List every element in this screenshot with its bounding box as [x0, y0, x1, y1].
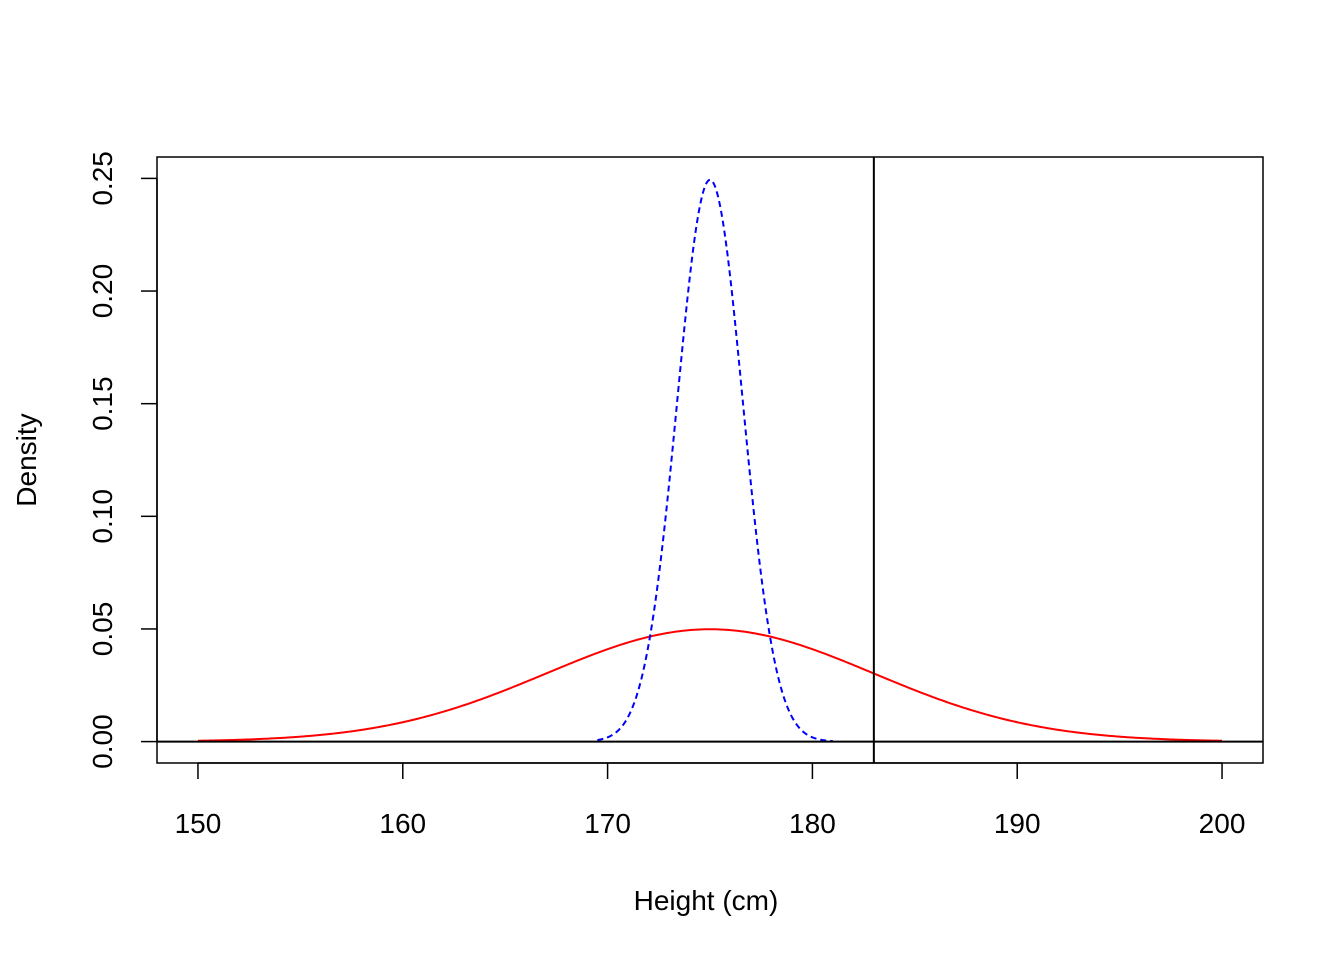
- y-tick-label: 0.05: [87, 602, 118, 657]
- y-tick-label: 0.20: [87, 264, 118, 319]
- y-axis-label: Density: [11, 413, 42, 506]
- y-axis: 0.00 0.05 0.10 0.15 0.20 0.25: [87, 151, 158, 769]
- x-tick-label: 160: [379, 808, 426, 839]
- x-axis: 150 160 170 180 190 200: [175, 762, 1246, 839]
- x-tick-label: 170: [584, 808, 631, 839]
- x-axis-label: Height (cm): [634, 885, 779, 916]
- reference-lines: [157, 157, 1263, 763]
- x-tick-label: 180: [789, 808, 836, 839]
- plot-frame: [156, 156, 1264, 764]
- series-layer: [197, 178, 1223, 743]
- x-tick-label: 190: [994, 808, 1041, 839]
- x-tick-label: 150: [175, 808, 222, 839]
- series-line-2: [597, 178, 833, 743]
- y-tick-label: 0.15: [87, 376, 118, 431]
- y-tick-label: 0.25: [87, 151, 118, 206]
- x-tick-label: 200: [1199, 808, 1246, 839]
- y-tick-label: 0.10: [87, 489, 118, 544]
- series-line-1: [197, 628, 1223, 742]
- y-tick-label: 0.00: [87, 714, 118, 769]
